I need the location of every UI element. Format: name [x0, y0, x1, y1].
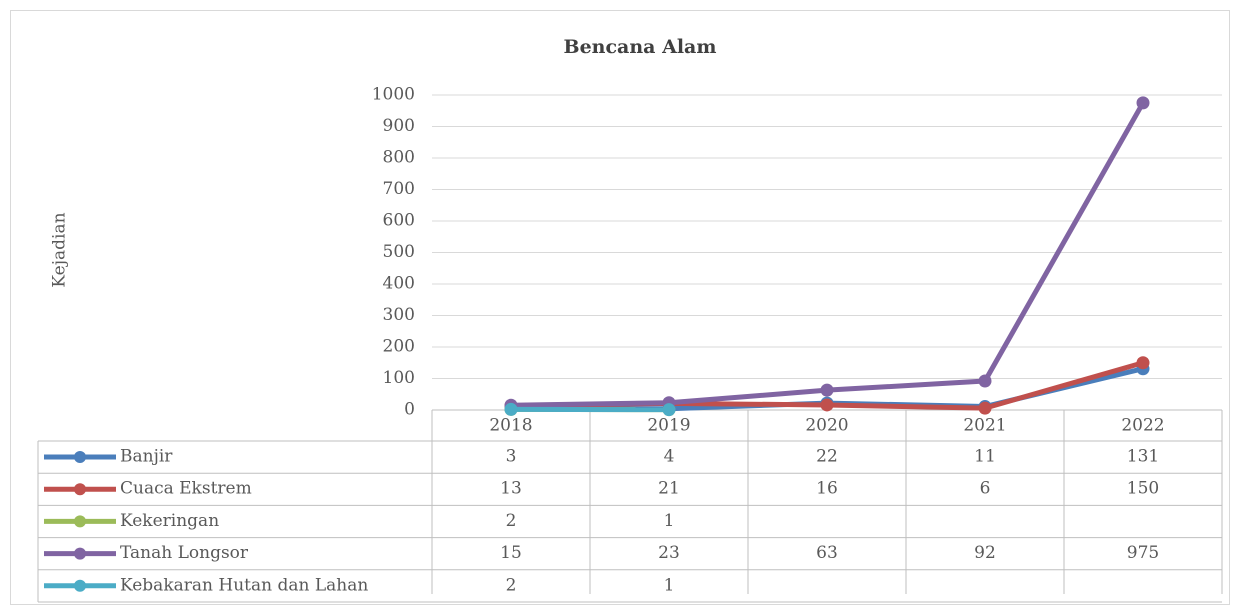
legend-marker [74, 579, 86, 592]
y-tick-label: 700 [383, 179, 415, 199]
x-tick-label: 2020 [805, 416, 848, 436]
legend-label: Tanah Longsor [120, 543, 249, 563]
legend-marker [74, 483, 86, 496]
table-value: 2 [506, 511, 517, 531]
legend-label: Kebakaran Hutan dan Lahan [120, 575, 368, 595]
table-value: 1 [664, 575, 675, 595]
x-tick-label: 2021 [963, 416, 1006, 436]
table-value: 21 [658, 479, 680, 499]
data-point [820, 383, 834, 397]
data-point [662, 403, 676, 417]
table-value: 92 [974, 543, 996, 563]
data-point [978, 401, 992, 415]
table-value: 4 [664, 447, 675, 467]
table-value: 23 [658, 543, 680, 563]
data-point [1136, 96, 1150, 110]
legend-label: Kekeringan [120, 511, 219, 531]
x-tick-label: 2018 [489, 416, 532, 436]
table-value: 150 [1127, 479, 1159, 499]
y-tick-label: 1000 [372, 85, 415, 105]
y-tick-label: 500 [383, 242, 415, 262]
y-tick-label: 400 [383, 274, 415, 294]
y-tick-label: 200 [383, 337, 415, 357]
table-value: 975 [1127, 543, 1159, 563]
data-point [1136, 356, 1150, 370]
table-value: 2 [506, 575, 517, 595]
x-tick-label: 2019 [647, 416, 690, 436]
y-tick-label: 800 [383, 148, 415, 168]
y-axis-label: Kejadian [50, 212, 70, 287]
y-tick-label: 100 [383, 368, 415, 388]
table-value: 22 [816, 447, 838, 467]
y-tick-label: 600 [383, 211, 415, 231]
legend-marker [74, 547, 86, 560]
y-tick-label: 900 [383, 116, 415, 136]
legend-marker [74, 451, 86, 463]
table-value: 15 [500, 543, 522, 563]
chart-title: Bencana Alam [564, 36, 717, 58]
data-point [504, 402, 518, 416]
y-tick-label: 300 [383, 305, 415, 325]
data-point [820, 398, 834, 412]
table-value: 13 [500, 479, 522, 499]
table-value: 131 [1127, 447, 1159, 467]
table-value: 3 [506, 447, 517, 467]
legend-marker [74, 515, 86, 528]
x-tick-label: 2022 [1121, 416, 1164, 436]
legend-label: Cuaca Ekstrem [120, 479, 252, 499]
table-value: 63 [816, 543, 838, 563]
data-point [978, 374, 992, 388]
table-value: 6 [980, 479, 991, 499]
table-value: 16 [816, 479, 838, 499]
table-value: 1 [664, 511, 675, 531]
y-tick-label: 0 [404, 400, 415, 420]
table-value: 11 [974, 447, 996, 467]
legend-label: Banjir [120, 447, 173, 467]
